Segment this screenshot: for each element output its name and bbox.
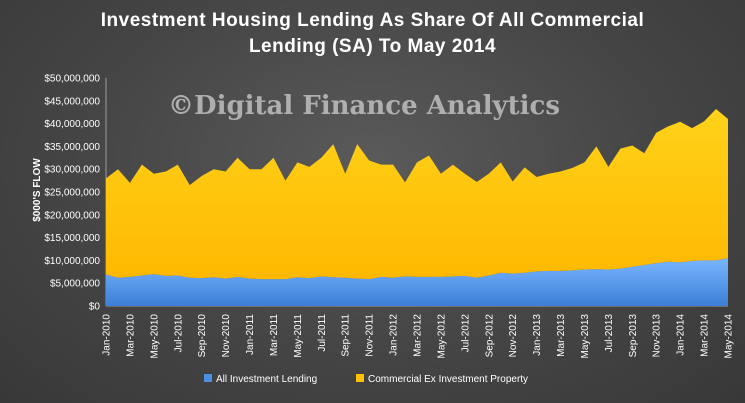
y-tick-label: $45,000,000: [44, 96, 100, 107]
chart-title: Investment Housing Lending As Share Of A…: [0, 8, 745, 60]
x-tick-label: Sep-2012: [484, 314, 495, 358]
x-tick-label: Sep-2011: [341, 314, 352, 357]
x-tick-label: Jul-2013: [604, 314, 615, 353]
chart-title-line-2: Lending (SA) To May 2014: [248, 36, 497, 57]
x-tick-label: May-2011: [293, 314, 304, 358]
y-tick-label: $0: [89, 302, 101, 313]
x-tick-label: May-2014: [724, 314, 735, 359]
legend: All Investment Lending Commercial Ex Inve…: [204, 374, 528, 385]
x-tick-label: Nov-2011: [365, 314, 376, 357]
x-tick-label: Jan-2012: [389, 314, 400, 356]
x-tick-label: May-2013: [580, 314, 591, 359]
area-series-1: [106, 258, 728, 306]
y-tick-label: $5,000,000: [50, 279, 100, 290]
y-tick-label: $30,000,000: [44, 165, 100, 176]
x-tick-label: Sep-2013: [628, 314, 639, 358]
y-tick-label: $20,000,000: [44, 210, 100, 221]
x-tick-label: Jan-2011: [245, 314, 256, 355]
x-tick-label: Nov-2012: [508, 314, 519, 358]
x-tick-label: Jan-2013: [532, 314, 543, 356]
area-series-group: [106, 109, 728, 306]
x-tick-label: Nov-2013: [652, 314, 663, 358]
y-axis: $0 $5,000,000 $10,000,000 $15,000,000 $20,00…: [44, 74, 107, 313]
x-tick-label: Mar-2011: [269, 314, 280, 356]
legend-label-1: All Investment Lending: [216, 374, 317, 385]
chart-title-line-1: Investment Housing Lending As Share Of A…: [100, 10, 645, 31]
x-tick-label: Jul-2012: [460, 314, 471, 353]
x-tick-label: Sep-2010: [197, 314, 208, 358]
x-tick-label: Jul-2011: [317, 314, 328, 352]
y-tick-label: $50,000,000: [44, 74, 100, 85]
legend-swatch-1: [204, 374, 212, 382]
x-axis: Jan-2010 Mar-2010 May-2010 Jul-2010 Sep-2010…: [102, 305, 735, 359]
x-tick-label: Mar-2013: [556, 314, 567, 357]
x-tick-label: May-2010: [149, 314, 160, 359]
legend-label-2: Commercial Ex Investment Property: [368, 374, 528, 385]
x-tick-label: Jan-2014: [676, 314, 687, 356]
y-tick-label: $10,000,000: [44, 256, 100, 267]
legend-swatch-2: [356, 374, 364, 382]
x-tick-label: Nov-2010: [221, 314, 232, 358]
x-tick-label: May-2012: [436, 314, 447, 359]
y-tick-label: $15,000,000: [44, 233, 100, 244]
y-axis-title: $000'S FLOW: [32, 158, 43, 222]
x-tick-label: Jan-2010: [102, 314, 113, 356]
y-tick-label: $40,000,000: [44, 119, 100, 130]
x-tick-label: Mar-2014: [700, 314, 711, 357]
area-series-2: [106, 109, 728, 280]
watermark: ©Digital Finance Analytics: [168, 91, 560, 121]
x-tick-label: Mar-2012: [413, 314, 424, 357]
y-tick-label: $35,000,000: [44, 142, 100, 153]
x-tick-label: Jul-2010: [173, 314, 184, 353]
x-tick-label: Mar-2010: [125, 314, 136, 357]
y-tick-label: $25,000,000: [44, 188, 100, 199]
